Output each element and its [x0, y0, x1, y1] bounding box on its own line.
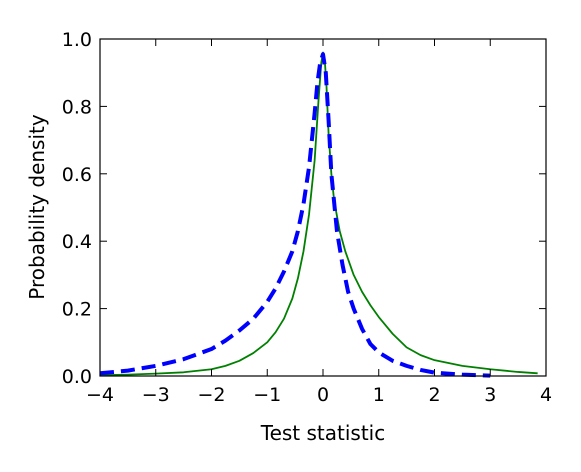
tick-layer: −4 −3 −2 −1 0 1 2 3 4 0.0 0.2 0.4 0.6 0.8 1.0	[62, 29, 552, 406]
plot-frame	[99, 38, 547, 377]
y-tick-label: 0.6	[62, 164, 92, 186]
y-tick-label: 0.0	[62, 366, 92, 388]
y-tick-label: 1.0	[62, 29, 92, 51]
x-tick-label: 2	[428, 384, 440, 406]
x-tick-label: 0	[317, 384, 329, 406]
y-tick-label: 0.2	[62, 299, 92, 321]
x-tick-label: 3	[484, 384, 496, 406]
y-axis-label: Probability density	[25, 114, 49, 300]
y-tick-label: 0.8	[62, 96, 92, 118]
x-tick-label: −3	[142, 384, 170, 406]
x-tick-label: −2	[197, 384, 225, 406]
series-line-2	[99, 52, 491, 378]
x-tick-label: 1	[373, 384, 385, 406]
series-layer	[99, 51, 538, 378]
x-tick-label: −1	[253, 384, 281, 406]
x-tick-label: −4	[86, 384, 114, 406]
y-tick-label: 0.4	[62, 231, 92, 253]
x-tick-label: 4	[540, 384, 552, 406]
x-axis-label: Test statistic	[260, 421, 385, 445]
plot-background	[100, 39, 546, 376]
